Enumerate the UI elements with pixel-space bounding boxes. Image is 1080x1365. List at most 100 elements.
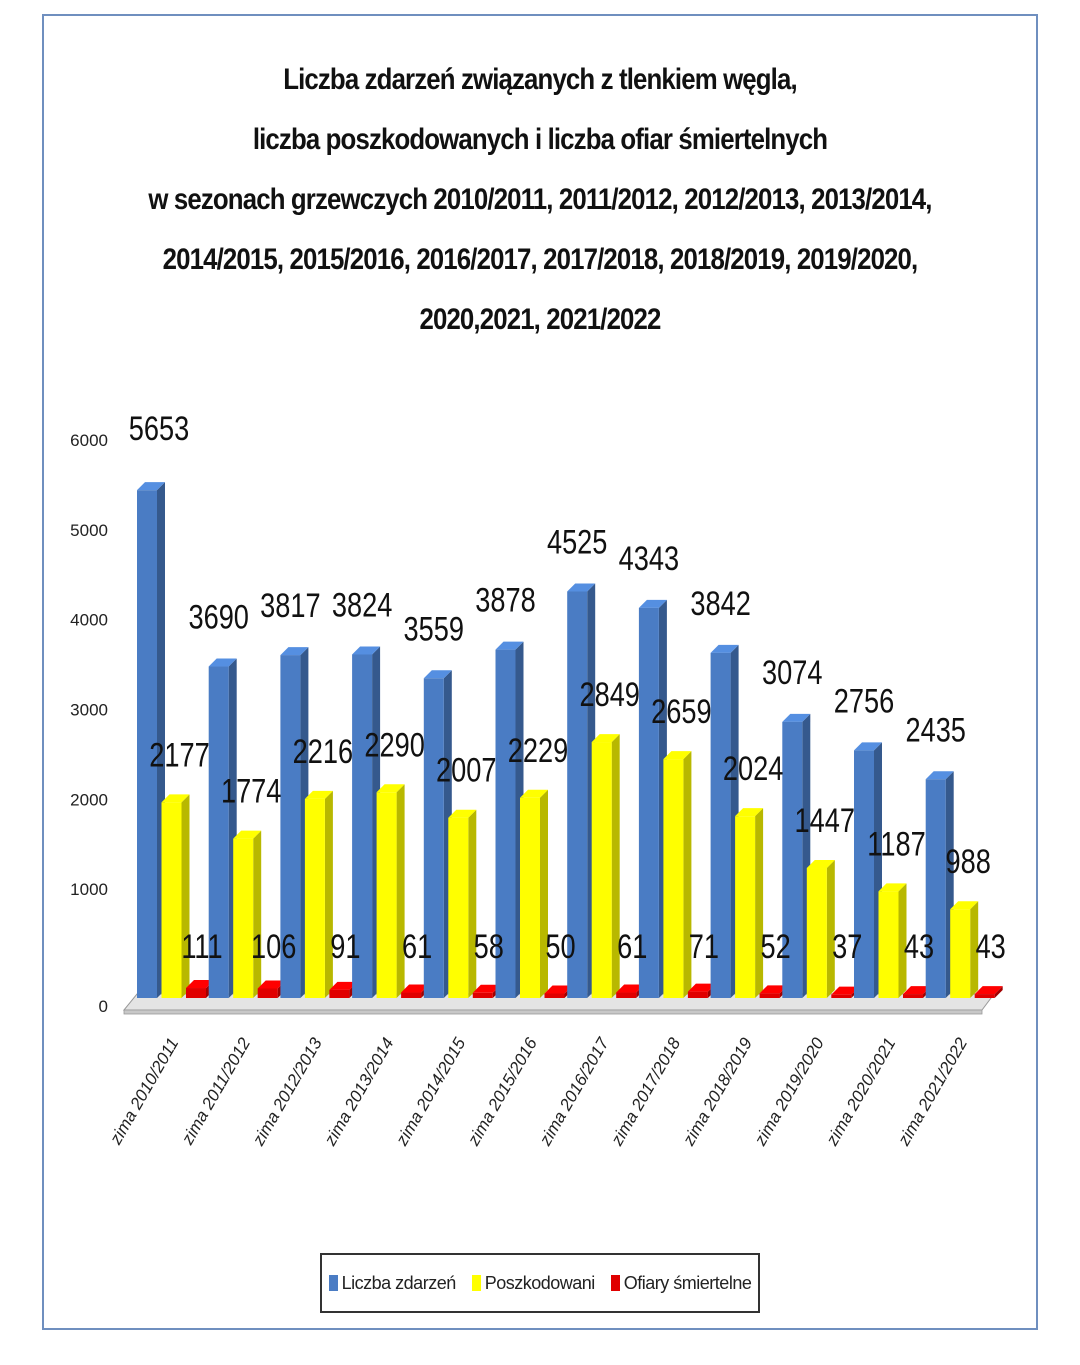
data-label: 61	[617, 927, 647, 966]
bar-top	[520, 789, 548, 798]
bar-injured	[376, 784, 405, 998]
x-tick-label: zima 2015/2016	[464, 1034, 542, 1150]
x-tick-label: zima 2017/2018	[607, 1034, 685, 1150]
data-label: 3842	[690, 584, 750, 623]
data-label: 4525	[547, 523, 607, 562]
data-label: 1447	[795, 801, 855, 840]
data-label: 37	[832, 927, 862, 966]
bar-front	[376, 792, 397, 998]
bar-front	[233, 838, 254, 998]
data-label: 58	[474, 927, 504, 966]
legend-swatch-blue	[328, 1275, 338, 1291]
bar-top	[616, 984, 645, 993]
x-tick-label: zima 2012/2013	[248, 1034, 326, 1150]
bar-injured	[735, 808, 764, 998]
bar-injured	[304, 790, 333, 998]
bar-top	[208, 658, 237, 667]
bar-front	[329, 989, 350, 998]
bar-side	[324, 790, 333, 998]
chart-title-line: Liczba zdarzeń związanych z tlenkiem węg…	[283, 63, 797, 96]
bar-injured	[161, 794, 190, 998]
chart-title-line: w sezonach grzewczych 2010/2011, 2011/20…	[148, 183, 932, 216]
bar-side	[540, 789, 548, 998]
bar-top	[280, 647, 309, 656]
data-label: 2756	[834, 681, 894, 720]
bar-front	[782, 721, 803, 998]
data-label: 50	[545, 927, 575, 966]
y-tick-label: 4000	[70, 611, 108, 630]
bar-front	[903, 994, 923, 998]
data-label: 2849	[579, 675, 639, 714]
chart-title: Liczba zdarzeń związanych z tlenkiem węg…	[127, 50, 953, 350]
legend-item: Poszkodowani	[471, 1273, 595, 1294]
data-label: 106	[251, 927, 296, 966]
bar-side	[181, 794, 190, 998]
y-tick-label: 3000	[70, 701, 108, 720]
bar-top	[448, 809, 477, 818]
data-label: 3817	[260, 586, 320, 625]
bar-injured	[878, 883, 907, 998]
bar-side	[826, 860, 835, 998]
data-label: 2216	[293, 732, 353, 771]
x-tick-label: zima 2020/2021	[822, 1035, 899, 1150]
bar-front	[186, 988, 206, 998]
bar-side	[898, 883, 907, 998]
chart-floor-edge	[123, 1009, 983, 1015]
bar-front	[878, 891, 899, 998]
bar-top	[903, 986, 931, 995]
bar-front	[735, 816, 756, 998]
data-label: 2229	[508, 731, 568, 770]
bar-front	[544, 993, 565, 998]
y-tick-label: 6000	[70, 431, 108, 450]
data-label: 2177	[149, 736, 209, 775]
chart-title-line: 2020,2021, 2021/2022	[419, 303, 661, 336]
bar-top	[186, 980, 214, 989]
bar-top	[687, 983, 716, 992]
data-label: 2435	[905, 710, 965, 749]
legend: Liczba zdarzeń Poszkodowani Ofiary śmier…	[320, 1253, 760, 1313]
bar-top	[735, 808, 764, 817]
data-label: 2659	[651, 692, 711, 731]
bar-chart: 0 1000 2000 3000 4000 5000 6000 5653 2177 111 369…	[70, 409, 1006, 1150]
bar-top	[233, 830, 262, 839]
bar-front	[520, 797, 540, 998]
bar-front	[401, 992, 422, 998]
bar-side	[253, 830, 262, 998]
bar-front	[472, 992, 493, 998]
bar-top	[352, 646, 381, 655]
bar-top	[304, 790, 333, 799]
x-tick-label: zima 2013/2014	[320, 1035, 397, 1150]
chart-title-line: 2014/2015, 2015/2016, 2016/2017, 2017/20…	[162, 243, 919, 276]
bars	[137, 482, 1003, 998]
bar-front	[950, 909, 971, 998]
data-labels: 5653 2177 111 3690 1774 106 3817 2216 91 3824 2290…	[129, 409, 1006, 965]
legend-swatch-yellow	[471, 1275, 481, 1291]
data-label: 1774	[221, 772, 281, 811]
x-tick-label: zima 2021/2022	[894, 1034, 972, 1150]
bar-top	[137, 482, 165, 491]
bar-top	[878, 883, 907, 892]
bar-top	[495, 641, 524, 650]
bar-top	[663, 751, 692, 760]
bar-injured	[806, 860, 835, 998]
legend-label: Ofiary śmiertelne	[623, 1272, 752, 1293]
bar-front	[591, 742, 612, 998]
bar-top	[401, 984, 430, 993]
legend-item: Liczba zdarzeń	[328, 1273, 456, 1294]
data-label: 43	[976, 927, 1006, 966]
bar-injured	[448, 809, 477, 998]
bar-top	[423, 670, 452, 679]
bar-injured	[520, 789, 548, 998]
bar-side	[970, 901, 979, 998]
bar-front	[687, 991, 708, 998]
x-tick-label: zima 2016/2017	[535, 1034, 613, 1150]
bar-top	[974, 986, 1003, 995]
bar-top	[567, 583, 596, 592]
bar-top	[329, 981, 358, 990]
bar-front	[137, 490, 157, 998]
x-tick-label: zima 2019/2020	[750, 1034, 828, 1150]
bar-top	[806, 860, 835, 869]
bar-front	[806, 868, 827, 998]
bar-top	[950, 901, 979, 910]
bar-injured	[591, 734, 620, 998]
